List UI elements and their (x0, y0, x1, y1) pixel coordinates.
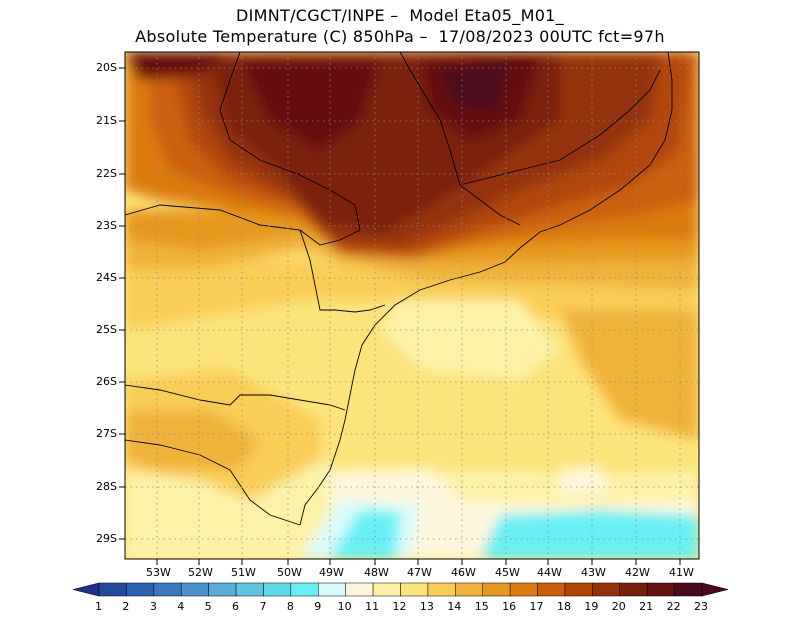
lon-label: 45W (495, 566, 520, 579)
lat-label: 23S (96, 219, 117, 232)
colorbar-label: 8 (286, 600, 294, 613)
map-frame (124, 51, 700, 560)
lon-label: 41W (669, 566, 694, 579)
lon-label: 49W (319, 566, 344, 579)
colorbar-label: 6 (232, 600, 240, 613)
colorbar-label: 4 (177, 600, 185, 613)
colorbar-swatch (290, 582, 319, 597)
colorbar-swatch (564, 582, 593, 597)
temperature-field (125, 52, 699, 559)
colorbar-label: 20 (611, 600, 626, 613)
colorbar-arrow-high (701, 582, 729, 597)
colorbar-label: 22 (666, 600, 681, 613)
colorbar-label: 19 (584, 600, 599, 613)
colorbar-label: 9 (314, 600, 322, 613)
colorbar-swatch (345, 582, 374, 597)
lon-label: 46W (451, 566, 476, 579)
colorbar-arrow-low (72, 582, 100, 597)
lat-label: 20S (96, 61, 117, 74)
lon-label: 43W (581, 566, 606, 579)
colorbar-swatch (153, 582, 182, 597)
colorbar-swatch (208, 582, 237, 597)
colorbar-swatch (537, 582, 566, 597)
lat-label: 28S (96, 480, 117, 493)
colorbar-label: 17 (529, 600, 544, 613)
lon-label: 47W (407, 566, 432, 579)
lat-label: 22S (96, 167, 117, 180)
lon-label: 42W (625, 566, 650, 579)
colorbar-swatch (455, 582, 483, 597)
lat-label: 29S (96, 532, 117, 545)
colorbar-swatch (180, 582, 209, 597)
colorbar-label: 13 (419, 600, 434, 613)
axis-ticks (119, 67, 681, 565)
colorbar-label: 2 (122, 600, 130, 613)
colorbar-swatch (509, 582, 538, 597)
colorbar-label: 10 (337, 600, 352, 613)
lon-label: 51W (231, 566, 256, 579)
colorbar-swatch (674, 582, 703, 597)
colorbar-swatch (646, 582, 675, 597)
colorbar-swatch (126, 582, 155, 597)
colorbar-label: 5 (204, 600, 212, 613)
colorbar-label: 15 (474, 600, 489, 613)
lon-label: 50W (277, 566, 302, 579)
lon-label: 53W (146, 566, 171, 579)
colorbar-label: 21 (639, 600, 654, 613)
colorbar-swatch (427, 582, 456, 597)
colorbar-label: 11 (365, 600, 380, 613)
colorbar-swatch (619, 582, 648, 597)
colorbar-label: 14 (447, 600, 462, 613)
lat-label: 21S (96, 114, 117, 127)
lon-label: 52W (188, 566, 213, 579)
colorbar-label: 18 (556, 600, 571, 613)
colorbar-swatch (372, 582, 401, 597)
colorbar-swatch (400, 582, 429, 597)
colorbar-label: 3 (149, 600, 157, 613)
colorbar-swatch (98, 582, 127, 597)
chart-title-line-2: Absolute Temperature (C) 850hPa – 17/08/… (135, 27, 665, 46)
colorbar (72, 582, 729, 597)
lon-label: 44W (537, 566, 562, 579)
colorbar-label: 12 (392, 600, 407, 613)
lat-label: 24S (96, 271, 117, 284)
colorbar-label: 1 (95, 600, 102, 613)
lon-label: 48W (364, 566, 389, 579)
colorbar-swatch (318, 582, 346, 597)
grid-lines (125, 52, 699, 559)
colorbar-label: 16 (502, 600, 517, 613)
lat-label: 26S (96, 375, 117, 388)
colorbar-label: 7 (259, 600, 267, 613)
colorbar-swatch (263, 582, 292, 597)
chart-title-line-1: DIMNT/CGCT/INPE – Model Eta05_M01_ (236, 6, 564, 25)
colorbar-swatch (592, 582, 621, 597)
coastline-and-borders (125, 52, 673, 526)
colorbar-swatch (235, 582, 264, 597)
colorbar-swatch (482, 582, 511, 597)
colorbar-label: 23 (694, 600, 708, 613)
lat-label: 27S (96, 427, 117, 440)
lat-label: 25S (96, 323, 117, 336)
